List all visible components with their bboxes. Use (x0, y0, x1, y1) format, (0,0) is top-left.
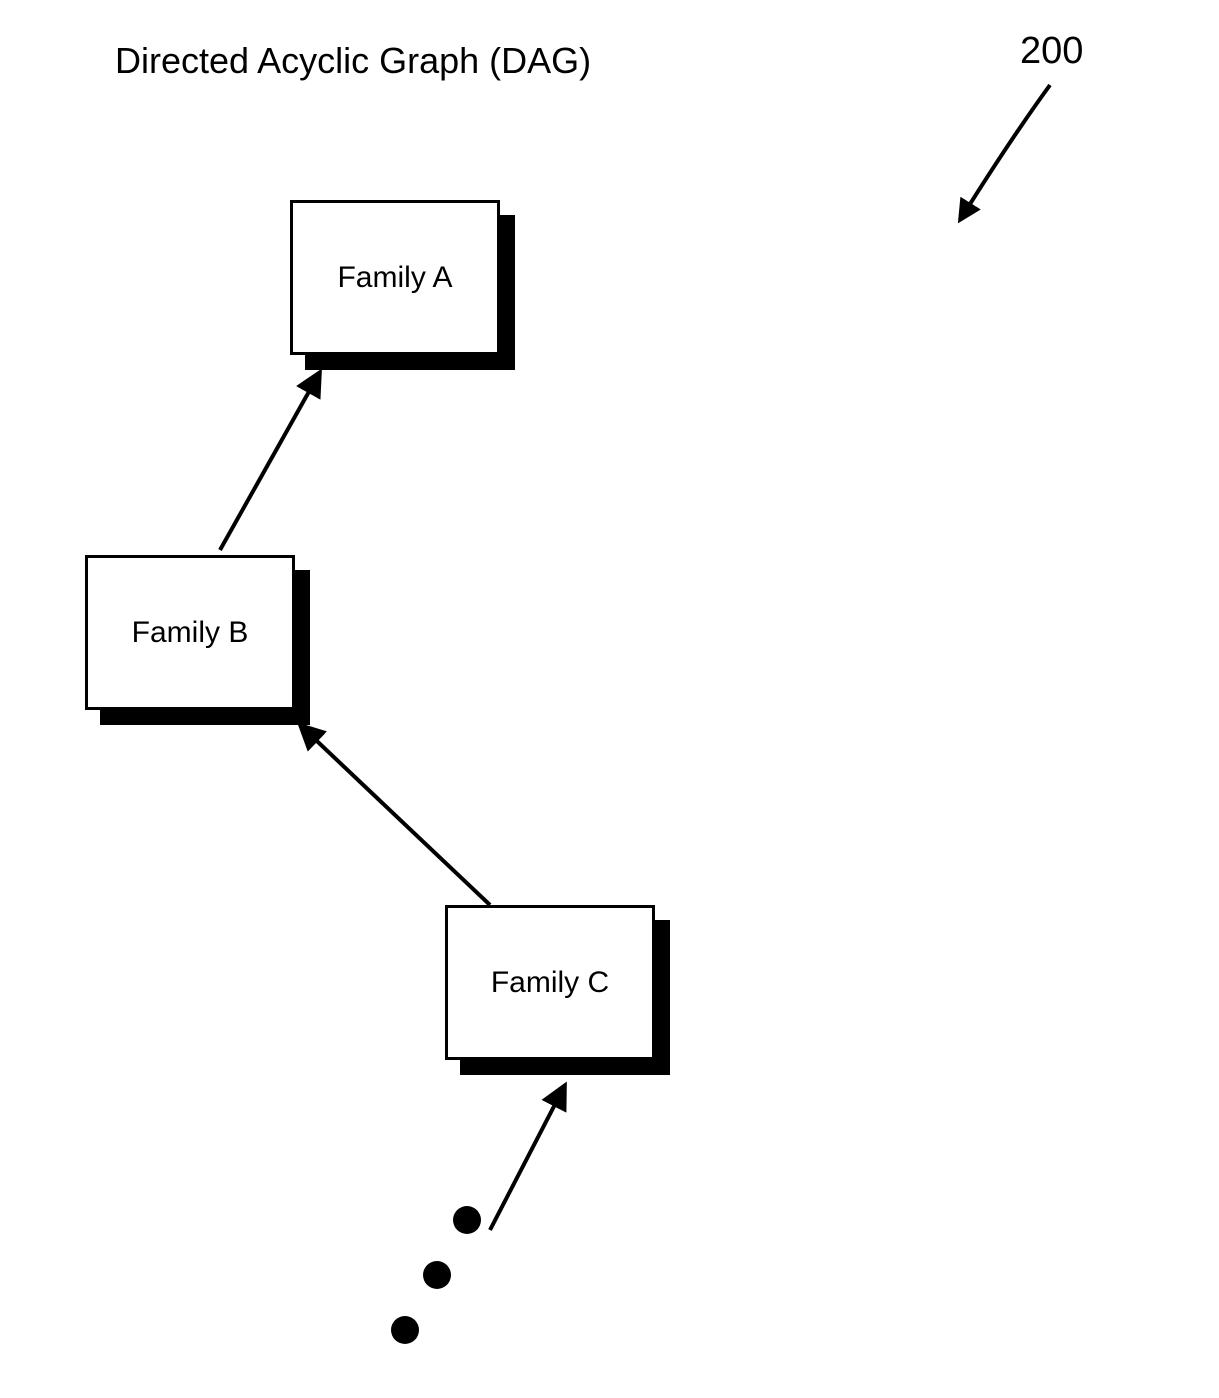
node-family-a: Family A (290, 200, 515, 370)
node-label: Family A (290, 200, 500, 355)
edge-b-to-a (220, 372, 320, 550)
continuation-dot (423, 1261, 451, 1289)
node-label: Family B (85, 555, 295, 710)
edge-c-to-b (300, 725, 490, 905)
edge-continuation-to-c (490, 1085, 565, 1230)
node-family-b: Family B (85, 555, 310, 725)
continuation-dot (453, 1206, 481, 1234)
node-label: Family C (445, 905, 655, 1060)
reference-arrow (960, 85, 1050, 220)
figure-reference-number: 200 (1020, 30, 1083, 73)
continuation-dot (391, 1316, 419, 1344)
diagram-title: Directed Acyclic Graph (DAG) (115, 40, 591, 82)
node-family-c: Family C (445, 905, 670, 1075)
